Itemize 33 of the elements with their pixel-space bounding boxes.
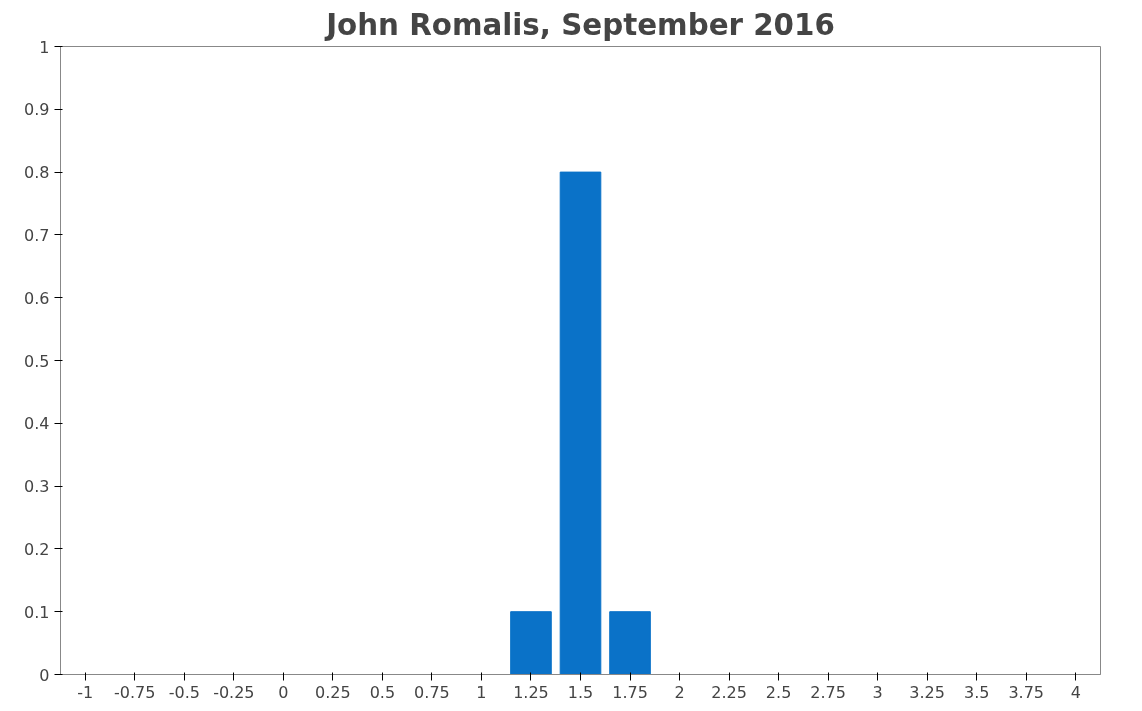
x-tick-label: -0.75 bbox=[114, 682, 156, 702]
y-tick-label: 0.5 bbox=[24, 351, 50, 371]
x-tick-label: 0.25 bbox=[315, 682, 351, 702]
y-tick-label: 0.4 bbox=[24, 414, 50, 434]
x-tick-label: 1 bbox=[476, 682, 487, 702]
y-tick-label: 0.2 bbox=[24, 539, 50, 559]
x-tick-label: -1 bbox=[77, 682, 94, 702]
x-tick-label: 2.75 bbox=[810, 682, 846, 702]
x-tick-label: 0.75 bbox=[414, 682, 450, 702]
x-tick-label: 1.75 bbox=[612, 682, 648, 702]
x-tick-label: -0.5 bbox=[168, 682, 200, 702]
x-tick-label: 0.5 bbox=[369, 682, 396, 702]
y-tick-label: 0.3 bbox=[24, 477, 50, 497]
x-tick-label: 2.25 bbox=[711, 682, 747, 702]
y-tick-label: 0 bbox=[39, 665, 50, 685]
x-tick-label: 3.75 bbox=[1008, 682, 1045, 702]
chart-title: John Romalis, September 2016 bbox=[324, 7, 835, 42]
x-tick-label: 1.25 bbox=[513, 682, 549, 702]
x-tick-label: 0 bbox=[278, 682, 289, 702]
y-tick-label: 1 bbox=[39, 37, 50, 57]
x-tick-label: 4 bbox=[1070, 682, 1081, 702]
x-tick-label: 3.25 bbox=[909, 682, 945, 702]
y-tick-label: 0.6 bbox=[24, 288, 50, 308]
y-tick-label: 0.8 bbox=[24, 163, 50, 183]
x-tick-label: 3 bbox=[872, 682, 883, 702]
x-tick-label: -0.25 bbox=[213, 682, 255, 702]
y-tick-label: 0.7 bbox=[24, 225, 50, 245]
y-tick-label: 0.9 bbox=[24, 100, 50, 120]
y-tick-label: 0.1 bbox=[24, 602, 50, 622]
x-tick-label: 3.5 bbox=[963, 682, 990, 702]
x-tick-label: 2 bbox=[674, 682, 685, 702]
x-tick-label: 1.5 bbox=[567, 682, 594, 702]
x-tick-label: 2.5 bbox=[765, 682, 792, 702]
